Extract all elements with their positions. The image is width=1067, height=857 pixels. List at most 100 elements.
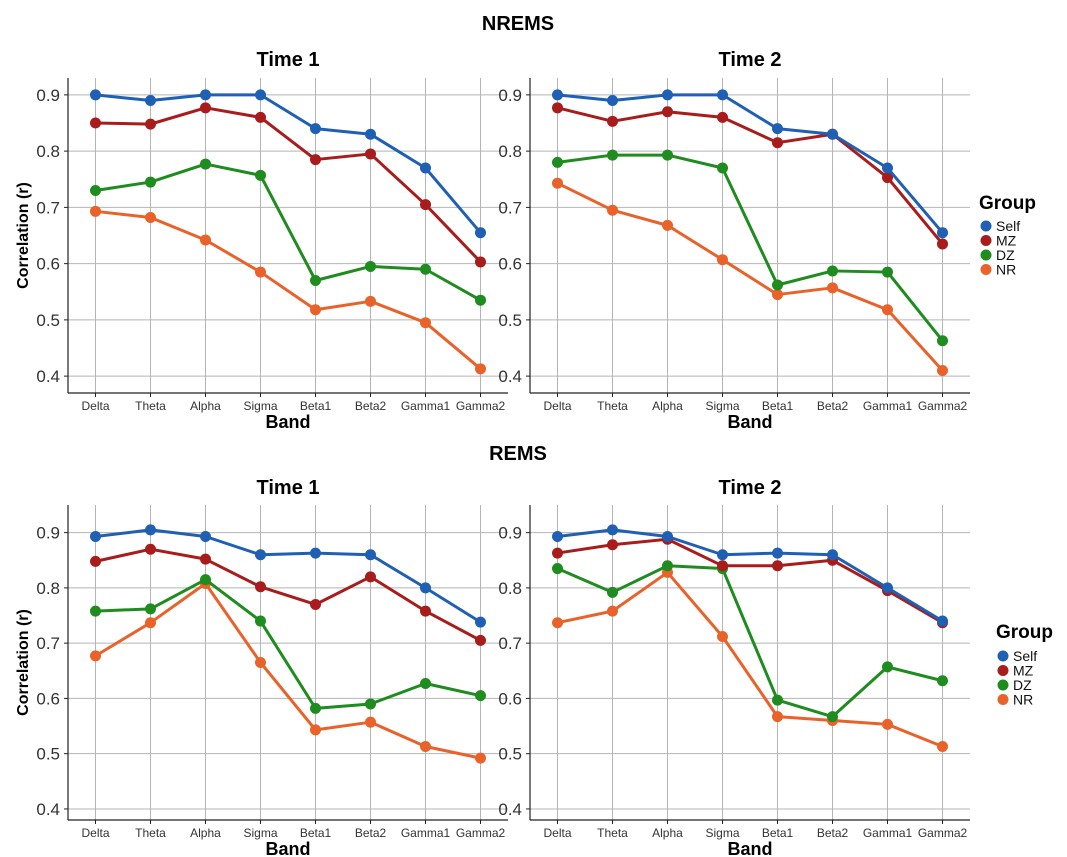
data-point-self [717,549,728,560]
data-point-nr [662,220,673,231]
x-tick-label: Gamma2 [456,826,506,840]
data-point-dz [827,711,838,722]
data-point-mz [937,238,948,249]
data-point-dz [552,563,563,574]
legend-key-nr [998,694,1009,705]
y-tick-label: 0.6 [36,255,60,274]
data-point-dz [145,177,156,188]
data-point-nr [882,304,893,315]
y-tick-label: 0.7 [498,634,522,653]
legend-top: Group SelfMZDZNR [979,193,1036,278]
y-tick-label: 0.8 [498,142,522,161]
section-title-nrems: NREMS [482,13,554,35]
section-title-rems: REMS [489,443,547,465]
y-tick-label: 0.6 [498,689,522,708]
x-tick-label: Gamma2 [918,399,968,413]
y-tick-label: 0.5 [498,311,522,330]
legend-key-mz [998,665,1009,676]
data-point-mz [717,560,728,571]
x-tick-label: Beta2 [817,399,849,413]
data-point-self [145,95,156,106]
data-point-nr [255,267,266,278]
x-tick-label: Sigma [705,399,739,413]
x-tick-label: Gamma2 [918,826,968,840]
data-point-mz [310,154,321,165]
x-tick-label: Beta2 [355,826,387,840]
data-point-mz [310,599,321,610]
data-point-dz [255,170,266,181]
y-tick-label: 0.5 [36,311,60,330]
x-tick-label: Sigma [705,826,739,840]
data-point-dz [937,675,948,686]
y-tick-label: 0.8 [36,142,60,161]
data-point-mz [90,556,101,567]
x-tick-label: Gamma1 [863,399,913,413]
x-tick-label: Theta [597,826,628,840]
legend-entries: SelfMZDZNR [998,648,1038,708]
data-point-mz [607,539,618,550]
y-tick-label: 0.4 [498,367,522,386]
y-tick-label: 0.9 [498,524,522,543]
x-tick-label: Alpha [652,399,683,413]
series-line-dz [96,580,481,709]
data-point-mz [552,102,563,113]
data-point-dz [882,267,893,278]
y-tick-label: 0.9 [498,86,522,105]
data-point-nr [475,363,486,374]
data-point-dz [90,606,101,617]
data-point-self [420,582,431,593]
panel-title: Time 1 [257,49,320,71]
data-point-nr [145,212,156,223]
x-tick-label: Sigma [243,399,277,413]
x-tick-label: Delta [81,826,109,840]
chart-panel: 0.4 0.5 0.6 0.7 0.8 0.9 Delta Theta Alpha Sigma Be… [15,477,508,857]
data-point-self [662,89,673,100]
data-point-dz [772,695,783,706]
data-point-dz [717,163,728,174]
x-tick-label: Gamma1 [863,826,913,840]
y-tick-label: 0.7 [498,198,522,217]
data-point-self [90,531,101,542]
data-point-dz [607,587,618,598]
y-tick-label: 0.8 [36,579,60,598]
data-point-dz [145,603,156,614]
legend-label-nr: NR [1013,692,1033,708]
y-tick-label: 0.7 [36,198,60,217]
data-point-self [662,531,673,542]
data-point-nr [310,724,321,735]
data-point-mz [255,581,266,592]
data-point-dz [365,261,376,272]
data-point-nr [772,711,783,722]
legend-entries: SelfMZDZNR [981,218,1021,278]
data-point-self [255,89,266,100]
x-axis-title: Band [266,839,311,857]
data-point-dz [552,157,563,168]
data-point-dz [310,703,321,714]
data-point-self [145,524,156,535]
data-point-self [255,549,266,560]
data-point-mz [255,112,266,123]
data-point-dz [662,560,673,571]
data-point-mz [145,544,156,555]
series-line-nr [96,211,481,369]
chart-panel: 0.4 0.5 0.6 0.7 0.8 0.9 Delta Theta Alpha Sigma Be… [498,49,970,432]
data-point-nr [90,206,101,217]
data-point-nr [420,741,431,752]
data-point-self [607,524,618,535]
data-point-nr [90,650,101,661]
data-point-mz [772,560,783,571]
x-axis-title: Band [728,839,773,857]
data-point-self [365,129,376,140]
data-point-self [717,89,728,100]
x-tick-label: Delta [543,826,571,840]
x-tick-label: Beta2 [355,399,387,413]
data-point-nr [772,289,783,300]
chart-panel: 0.4 0.5 0.6 0.7 0.8 0.9 Delta Theta Alpha Sigma Be… [498,477,970,857]
data-point-nr [365,296,376,307]
data-point-nr [937,365,948,376]
data-point-self [552,531,563,542]
legend-key-nr [981,264,992,275]
data-point-dz [827,265,838,276]
data-point-nr [420,317,431,328]
